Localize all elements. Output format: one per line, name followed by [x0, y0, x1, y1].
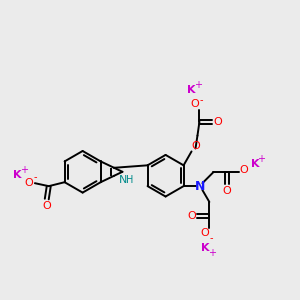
Text: N: N [119, 175, 128, 185]
Text: O: O [42, 201, 51, 211]
Text: K: K [201, 242, 210, 253]
Text: O: O [213, 117, 222, 127]
Text: K: K [187, 85, 196, 95]
Text: O: O [187, 211, 196, 221]
Text: +: + [20, 165, 28, 175]
Text: O: O [200, 228, 209, 238]
Text: O: O [240, 165, 248, 175]
Text: O: O [191, 142, 200, 152]
Text: K: K [13, 170, 21, 180]
Text: O: O [190, 99, 199, 109]
Text: +: + [257, 154, 265, 164]
Text: H: H [126, 175, 133, 185]
Text: -: - [200, 95, 203, 105]
Text: -: - [210, 232, 213, 243]
Text: +: + [194, 80, 202, 90]
Text: O: O [25, 178, 33, 188]
Text: +: + [208, 248, 216, 259]
Text: -: - [33, 172, 37, 182]
Text: O: O [223, 186, 232, 196]
Text: N: N [195, 180, 206, 193]
Text: K: K [251, 159, 259, 169]
